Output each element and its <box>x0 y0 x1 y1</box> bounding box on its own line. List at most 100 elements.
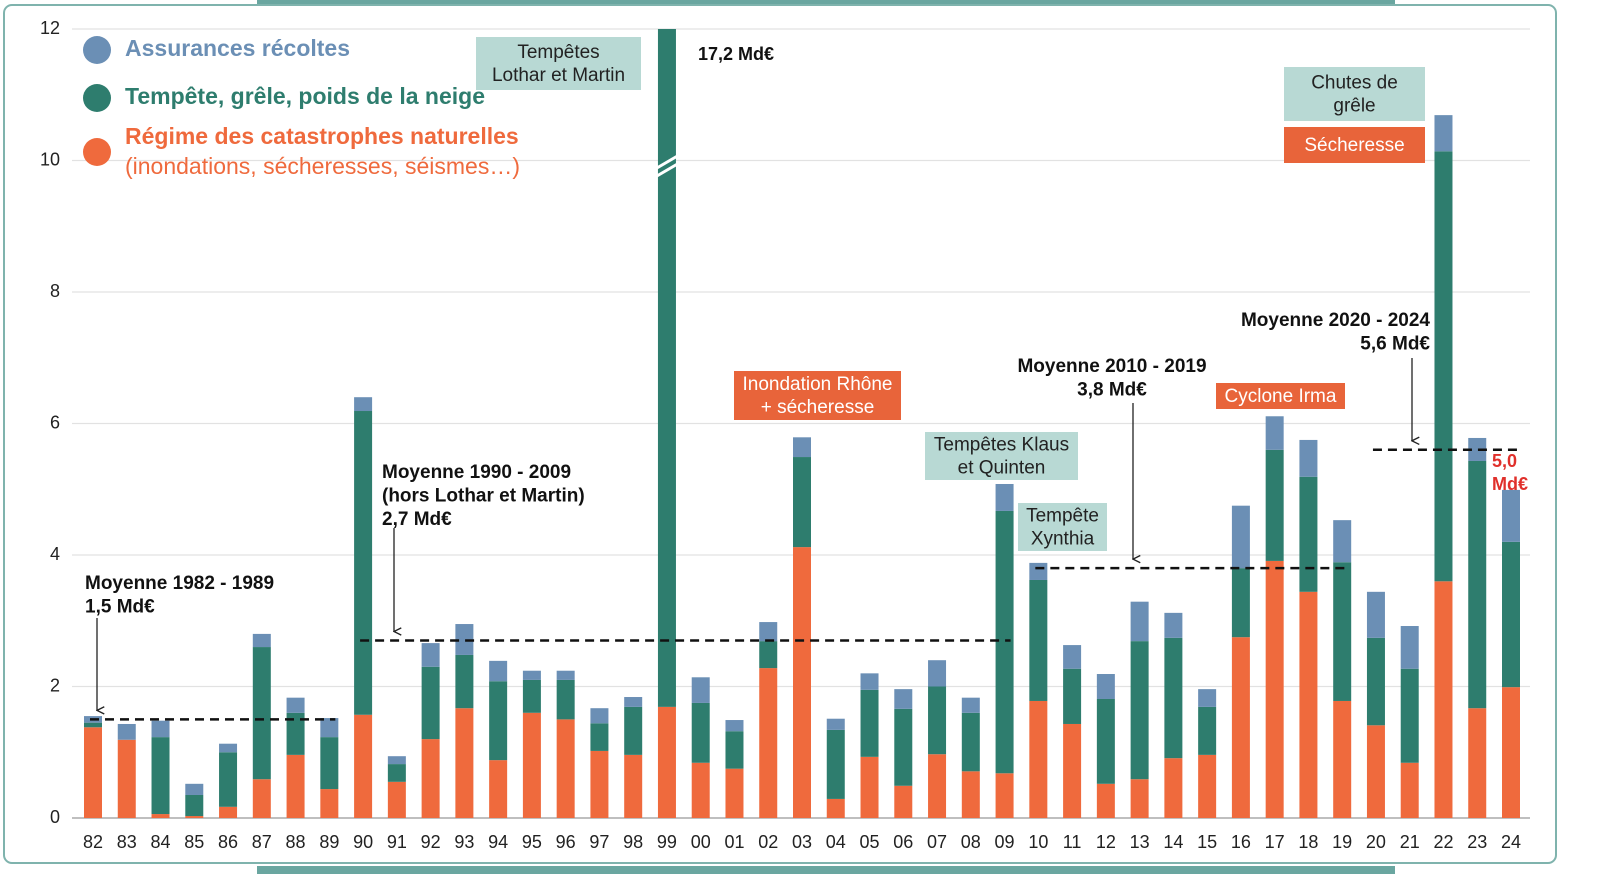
bar-segment <box>725 768 744 818</box>
y-tick-label: 2 <box>50 675 60 695</box>
bar-segment <box>1502 687 1520 818</box>
bar-segment <box>1164 612 1183 638</box>
bar-segment <box>1198 754 1217 818</box>
annotation-text: Tempête <box>1026 506 1099 527</box>
average-label: (hors Lothar et Martin) <box>382 486 585 507</box>
bar-segment <box>455 654 474 709</box>
bar-segment <box>455 624 474 655</box>
frame <box>3 4 1557 864</box>
bar-segment <box>894 708 913 786</box>
bar-segment <box>759 622 778 642</box>
annotation-box <box>476 37 641 90</box>
annotation-box <box>1018 503 1107 551</box>
bar-segment <box>759 668 778 818</box>
x-tick-label: 90 <box>353 832 373 852</box>
bar-segment <box>928 660 947 687</box>
bar-segment <box>590 708 609 724</box>
bar-segment <box>961 712 980 772</box>
bar-segment <box>117 723 136 740</box>
x-tick-label: 87 <box>252 832 272 852</box>
bar-segment <box>252 647 271 780</box>
bar-segment <box>1265 449 1284 561</box>
bar-segment <box>995 483 1014 511</box>
annotation-text: + sécheresse <box>761 397 875 418</box>
y-tick-label: 0 <box>50 807 60 827</box>
bar-segment <box>1400 668 1419 763</box>
annotation-text: et Quinten <box>958 458 1046 479</box>
annotation-text: Chutes de <box>1311 73 1398 94</box>
bar-segment <box>84 727 102 818</box>
bar-segment <box>522 712 541 818</box>
x-tick-label: 82 <box>83 832 103 852</box>
bar-segment <box>1231 568 1250 638</box>
bar-segment <box>252 633 271 648</box>
bar-segment <box>1468 708 1487 818</box>
y-tick-label: 10 <box>40 149 60 169</box>
bar-segment <box>455 708 474 818</box>
bar-segment <box>1164 758 1183 818</box>
bar-segment <box>624 706 643 755</box>
bar-segment <box>725 720 744 732</box>
average-label: Moyenne 1982 - 1989 <box>85 573 274 594</box>
annotation-text: Sécheresse <box>1304 135 1404 156</box>
bar-segment <box>1366 725 1385 818</box>
annotation-text: Tempêtes Klaus <box>934 435 1069 456</box>
x-tick-label: 02 <box>758 832 778 852</box>
legend-note: (inondations, sécheresses, séismes…) <box>125 153 520 179</box>
bar-segment <box>691 702 710 763</box>
x-tick-label: 98 <box>623 832 643 852</box>
x-tick-label: 88 <box>286 832 306 852</box>
bar-segment <box>489 660 508 682</box>
bar-segment <box>725 731 744 769</box>
x-tick-label: 07 <box>927 832 947 852</box>
x-tick-label: 01 <box>724 832 744 852</box>
annotation-box <box>734 371 901 420</box>
x-tick-label: 84 <box>151 832 171 852</box>
bar-segment <box>387 764 406 782</box>
bar-segment <box>1029 700 1048 818</box>
bar-segment <box>826 718 845 730</box>
x-tick-label: 13 <box>1130 832 1150 852</box>
legend-swatch <box>83 36 111 64</box>
bar-segment <box>860 673 879 690</box>
legend-swatch <box>83 84 111 112</box>
bar-segment <box>219 806 238 818</box>
bar-segment <box>1502 541 1520 688</box>
annotation-text: 5,0 <box>1492 451 1517 471</box>
bar-segment <box>219 743 238 753</box>
x-tick-label: 99 <box>657 832 677 852</box>
x-tick-label: 17 <box>1265 832 1285 852</box>
bar-segment <box>320 789 339 818</box>
x-tick-label: 00 <box>691 832 711 852</box>
x-tick-label: 05 <box>860 832 880 852</box>
bar-segment <box>961 697 980 713</box>
bar-segment <box>354 397 373 412</box>
bottom-band <box>257 866 1395 874</box>
x-tick-label: 04 <box>826 832 846 852</box>
x-tick-label: 85 <box>184 832 204 852</box>
bar-segment <box>759 641 778 669</box>
bar-segment <box>354 411 373 715</box>
bar-segment <box>117 739 136 818</box>
x-tick-label: 22 <box>1433 832 1453 852</box>
x-tick-label: 06 <box>893 832 913 852</box>
bar-segment <box>151 737 170 815</box>
x-tick-label: 03 <box>792 832 812 852</box>
bar-segment <box>1400 762 1419 818</box>
bar-segment <box>1063 668 1082 724</box>
bar-segment <box>421 739 440 818</box>
x-tick-label: 95 <box>522 832 542 852</box>
annotation-box <box>1284 67 1425 121</box>
legend-label: Assurances récoltes <box>125 35 350 61</box>
bar-segment <box>387 781 406 818</box>
bar-segment <box>928 754 947 818</box>
bar-segment <box>185 783 204 795</box>
x-tick-label: 11 <box>1063 832 1082 852</box>
bar-segment <box>1434 581 1453 818</box>
bar-segment <box>793 547 811 818</box>
bar-segment <box>286 712 305 755</box>
average-label: Moyenne 2020 - 2024 <box>1241 310 1430 331</box>
bar-segment <box>421 666 440 740</box>
x-tick-label: 86 <box>218 832 238 852</box>
